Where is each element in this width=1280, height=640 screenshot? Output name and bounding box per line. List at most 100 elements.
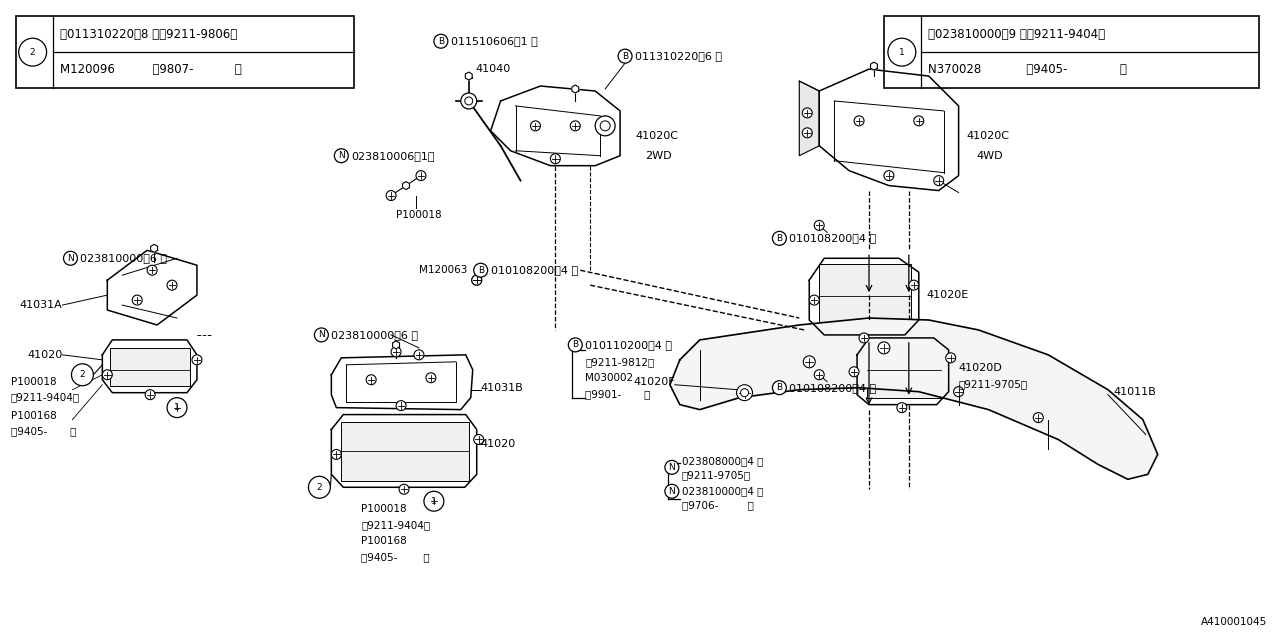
Text: （9211-9812）: （9211-9812）: [585, 357, 654, 367]
Circle shape: [933, 175, 943, 186]
Polygon shape: [870, 62, 877, 70]
Polygon shape: [403, 182, 410, 189]
Circle shape: [946, 353, 956, 363]
Text: 2: 2: [79, 371, 86, 380]
Text: （9211-9404）: （9211-9404）: [10, 393, 79, 403]
Polygon shape: [858, 338, 948, 404]
Text: 41020C: 41020C: [966, 131, 1010, 141]
Text: 41020C: 41020C: [635, 131, 678, 141]
Text: 41040: 41040: [476, 64, 511, 74]
Circle shape: [168, 280, 177, 290]
Text: N: N: [338, 151, 344, 160]
Text: 023810000（6 ）: 023810000（6 ）: [81, 253, 168, 263]
Circle shape: [897, 403, 906, 413]
Text: 011310220（6 ）: 011310220（6 ）: [635, 51, 722, 61]
Text: 41031A: 41031A: [19, 300, 63, 310]
Polygon shape: [799, 81, 819, 156]
Text: （9405-       ）: （9405- ）: [10, 426, 76, 436]
Circle shape: [568, 338, 582, 352]
Circle shape: [804, 356, 815, 368]
Polygon shape: [151, 244, 157, 252]
Circle shape: [571, 121, 580, 131]
Text: 4WD: 4WD: [977, 150, 1004, 161]
Circle shape: [308, 476, 330, 498]
Text: 2: 2: [316, 483, 323, 492]
Text: 010108200（4 ）: 010108200（4 ）: [790, 383, 877, 393]
Circle shape: [102, 370, 113, 380]
Polygon shape: [572, 85, 579, 93]
Circle shape: [600, 121, 611, 131]
Circle shape: [803, 108, 813, 118]
Text: （9901-       ）: （9901- ）: [585, 388, 650, 399]
Text: N: N: [668, 487, 676, 496]
Circle shape: [550, 154, 561, 164]
Text: 023810000（6 ）: 023810000（6 ）: [332, 330, 419, 340]
Text: 1: 1: [174, 403, 180, 412]
Circle shape: [854, 116, 864, 126]
Polygon shape: [819, 69, 959, 191]
Text: B: B: [622, 52, 628, 61]
Circle shape: [387, 191, 396, 200]
Polygon shape: [466, 72, 472, 80]
Circle shape: [474, 435, 484, 444]
Polygon shape: [393, 341, 399, 349]
Circle shape: [884, 171, 893, 180]
Text: B: B: [777, 234, 782, 243]
Circle shape: [424, 492, 444, 511]
Text: B: B: [438, 36, 444, 45]
Text: B: B: [477, 266, 484, 275]
Circle shape: [772, 381, 786, 395]
Text: N: N: [67, 254, 74, 263]
Circle shape: [814, 220, 824, 230]
Circle shape: [19, 38, 46, 66]
Text: 023810006（1）: 023810006（1）: [351, 150, 435, 161]
Text: 41031B: 41031B: [481, 383, 524, 393]
Circle shape: [530, 121, 540, 131]
Circle shape: [465, 97, 472, 105]
Text: P100018: P100018: [10, 377, 56, 387]
Circle shape: [64, 252, 78, 265]
Text: 010110200（4 ）: 010110200（4 ）: [585, 340, 672, 350]
Text: 011510606（1 ）: 011510606（1 ）: [451, 36, 538, 46]
Text: Ⓑ011310220（8 ）（9211-9806）: Ⓑ011310220（8 ）（9211-9806）: [60, 28, 237, 41]
Text: 023810000（4 ）: 023810000（4 ）: [682, 486, 763, 496]
Text: 41020E: 41020E: [927, 290, 969, 300]
Polygon shape: [332, 415, 476, 487]
Circle shape: [909, 280, 919, 290]
Circle shape: [132, 295, 142, 305]
Text: 41020: 41020: [481, 440, 516, 449]
Text: Ⓝ023810000（9 ）（9211-9404）: Ⓝ023810000（9 ）（9211-9404）: [928, 28, 1105, 41]
Circle shape: [664, 460, 678, 474]
Polygon shape: [809, 259, 919, 335]
Bar: [867, 344, 941, 397]
Polygon shape: [108, 250, 197, 325]
Bar: [884, 17, 1260, 88]
Circle shape: [366, 375, 376, 385]
Circle shape: [914, 116, 924, 126]
Text: 023808000（4 ）: 023808000（4 ）: [682, 456, 763, 467]
Circle shape: [172, 403, 182, 413]
Text: 010108200（4 ）: 010108200（4 ）: [490, 265, 577, 275]
Text: （9405-        ）: （9405- ）: [361, 552, 430, 562]
Text: B: B: [777, 383, 782, 392]
Polygon shape: [669, 318, 1157, 479]
Text: （9211-9705）: （9211-9705）: [959, 379, 1028, 388]
Text: （9211-9404）: （9211-9404）: [361, 520, 430, 530]
Polygon shape: [102, 340, 197, 393]
Text: 41020: 41020: [27, 350, 63, 360]
Polygon shape: [490, 86, 620, 166]
Circle shape: [392, 347, 401, 357]
Text: M030002: M030002: [585, 372, 634, 383]
Bar: [342, 422, 468, 481]
Circle shape: [472, 275, 481, 285]
Text: A410001045: A410001045: [1201, 617, 1267, 627]
Circle shape: [618, 49, 632, 63]
Circle shape: [1033, 413, 1043, 422]
Text: P100168: P100168: [10, 411, 56, 420]
Text: 2WD: 2WD: [645, 150, 672, 161]
Circle shape: [434, 35, 448, 48]
Text: N370028            （9405-              ）: N370028 （9405- ）: [928, 63, 1126, 76]
Circle shape: [741, 388, 749, 397]
Text: （9706-         ）: （9706- ）: [682, 500, 754, 510]
Circle shape: [595, 116, 616, 136]
